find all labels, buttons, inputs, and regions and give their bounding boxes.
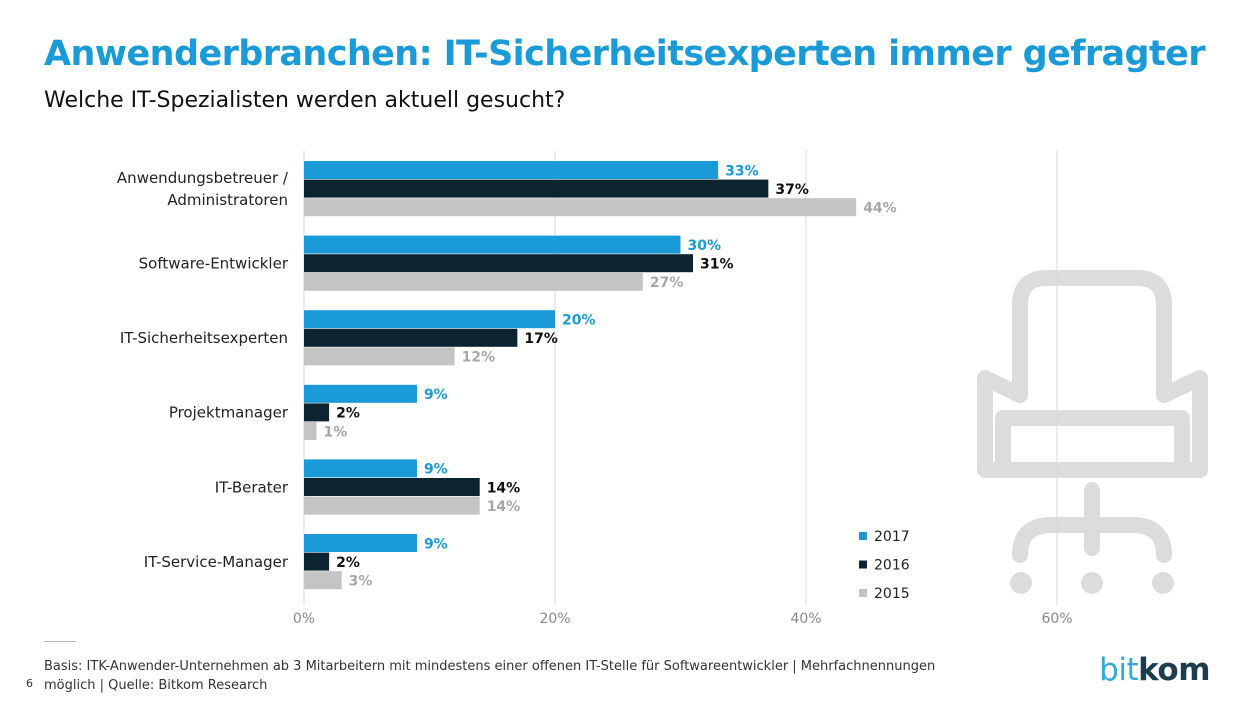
x-tick-label: 60% <box>1041 611 1072 627</box>
legend-label-2016: 2016 <box>874 558 910 574</box>
bar-2016 <box>304 403 330 422</box>
data-label-2015: 27% <box>650 275 684 291</box>
data-label-2015: 14% <box>487 499 521 515</box>
bars: 33% 37% 44% 30% 31% 27% 20%17% 12% 9% 2% 1% 9% 14% 14… <box>304 161 897 590</box>
bar-2016 <box>304 478 480 496</box>
category-labels: Anwendungsbetreuer / Administratoren Softw… <box>117 169 289 571</box>
data-label-2016: 2% <box>336 406 360 422</box>
category-label: IT-Sicherheitsexperten <box>120 329 288 347</box>
office-chair-icon <box>977 270 1208 594</box>
bar-2017 <box>304 384 417 403</box>
category-label: Projektmanager <box>169 404 289 422</box>
bar-2015 <box>304 272 643 291</box>
gridlines <box>303 150 1058 605</box>
bar-2017 <box>304 235 681 254</box>
data-label-2017: 20% <box>562 313 596 329</box>
bar-2017 <box>304 534 417 552</box>
data-label-2017: 9% <box>424 387 448 403</box>
x-tick-labels: 0% 20% 40% 60% <box>293 611 1073 627</box>
footnote: Basis: ITK-Anwender-Unternehmen ab 3 Mit… <box>44 659 936 693</box>
legend-label-2017: 2017 <box>874 529 910 545</box>
logo-kom: kom <box>1138 652 1210 688</box>
legend: 2017 2016 2015 <box>859 529 910 602</box>
legend-label-2015: 2015 <box>874 586 910 602</box>
bar-2015 <box>304 347 455 366</box>
bar-2017 <box>304 459 417 478</box>
legend-swatch-2016 <box>859 560 867 569</box>
data-label-2016: 17% <box>524 331 558 347</box>
data-label-2016: 31% <box>700 257 734 273</box>
page-subtitle: Welche IT-Spezialisten werden aktuell ge… <box>44 88 566 113</box>
bar-2016 <box>304 254 694 273</box>
data-label-2017: 33% <box>725 163 759 179</box>
category-label: Anwendungsbetreuer / Administratoren <box>117 169 289 209</box>
legend-swatch-2015 <box>859 589 867 597</box>
bar-2017 <box>304 310 555 329</box>
bitkom-logo: bitkom <box>1099 652 1210 688</box>
x-tick-label: 0% <box>293 611 315 627</box>
data-label-2015: 3% <box>349 574 373 590</box>
page-number: 6 <box>26 677 33 690</box>
data-label-2015: 44% <box>863 201 897 217</box>
bar-2015 <box>304 571 342 590</box>
page-title: Anwenderbranchen: IT-Sicherheitsexperten… <box>44 34 1206 74</box>
x-tick-label: 40% <box>790 611 821 627</box>
footer-rule <box>44 641 76 642</box>
data-label-2016: 2% <box>336 555 360 571</box>
bar-2015 <box>304 198 857 217</box>
data-label-2015: 1% <box>324 424 348 440</box>
bar-2015 <box>304 422 317 440</box>
data-label-2017: 30% <box>688 238 722 254</box>
data-label-2016: 37% <box>775 182 809 198</box>
category-label: IT-Service-Manager <box>144 553 289 571</box>
bar-2016 <box>304 179 769 198</box>
bar-2017 <box>304 161 719 179</box>
bar-2015 <box>304 496 480 515</box>
data-label-2017: 9% <box>424 462 448 478</box>
category-label: IT-Berater <box>215 478 289 496</box>
data-label-2015: 12% <box>462 350 496 366</box>
data-label-2017: 9% <box>424 536 448 552</box>
bar-2016 <box>304 328 518 347</box>
data-label-2016: 14% <box>487 480 521 496</box>
x-tick-label: 20% <box>539 611 570 627</box>
logo-bit: bit <box>1099 652 1139 688</box>
category-label: Software-Entwickler <box>139 255 289 273</box>
bar-2016 <box>304 552 330 571</box>
legend-swatch-2017 <box>859 532 867 540</box>
bar-chart: 33%37%44%30%31%27%20%17%12%9%2%1%9%14%14… <box>117 150 1208 627</box>
